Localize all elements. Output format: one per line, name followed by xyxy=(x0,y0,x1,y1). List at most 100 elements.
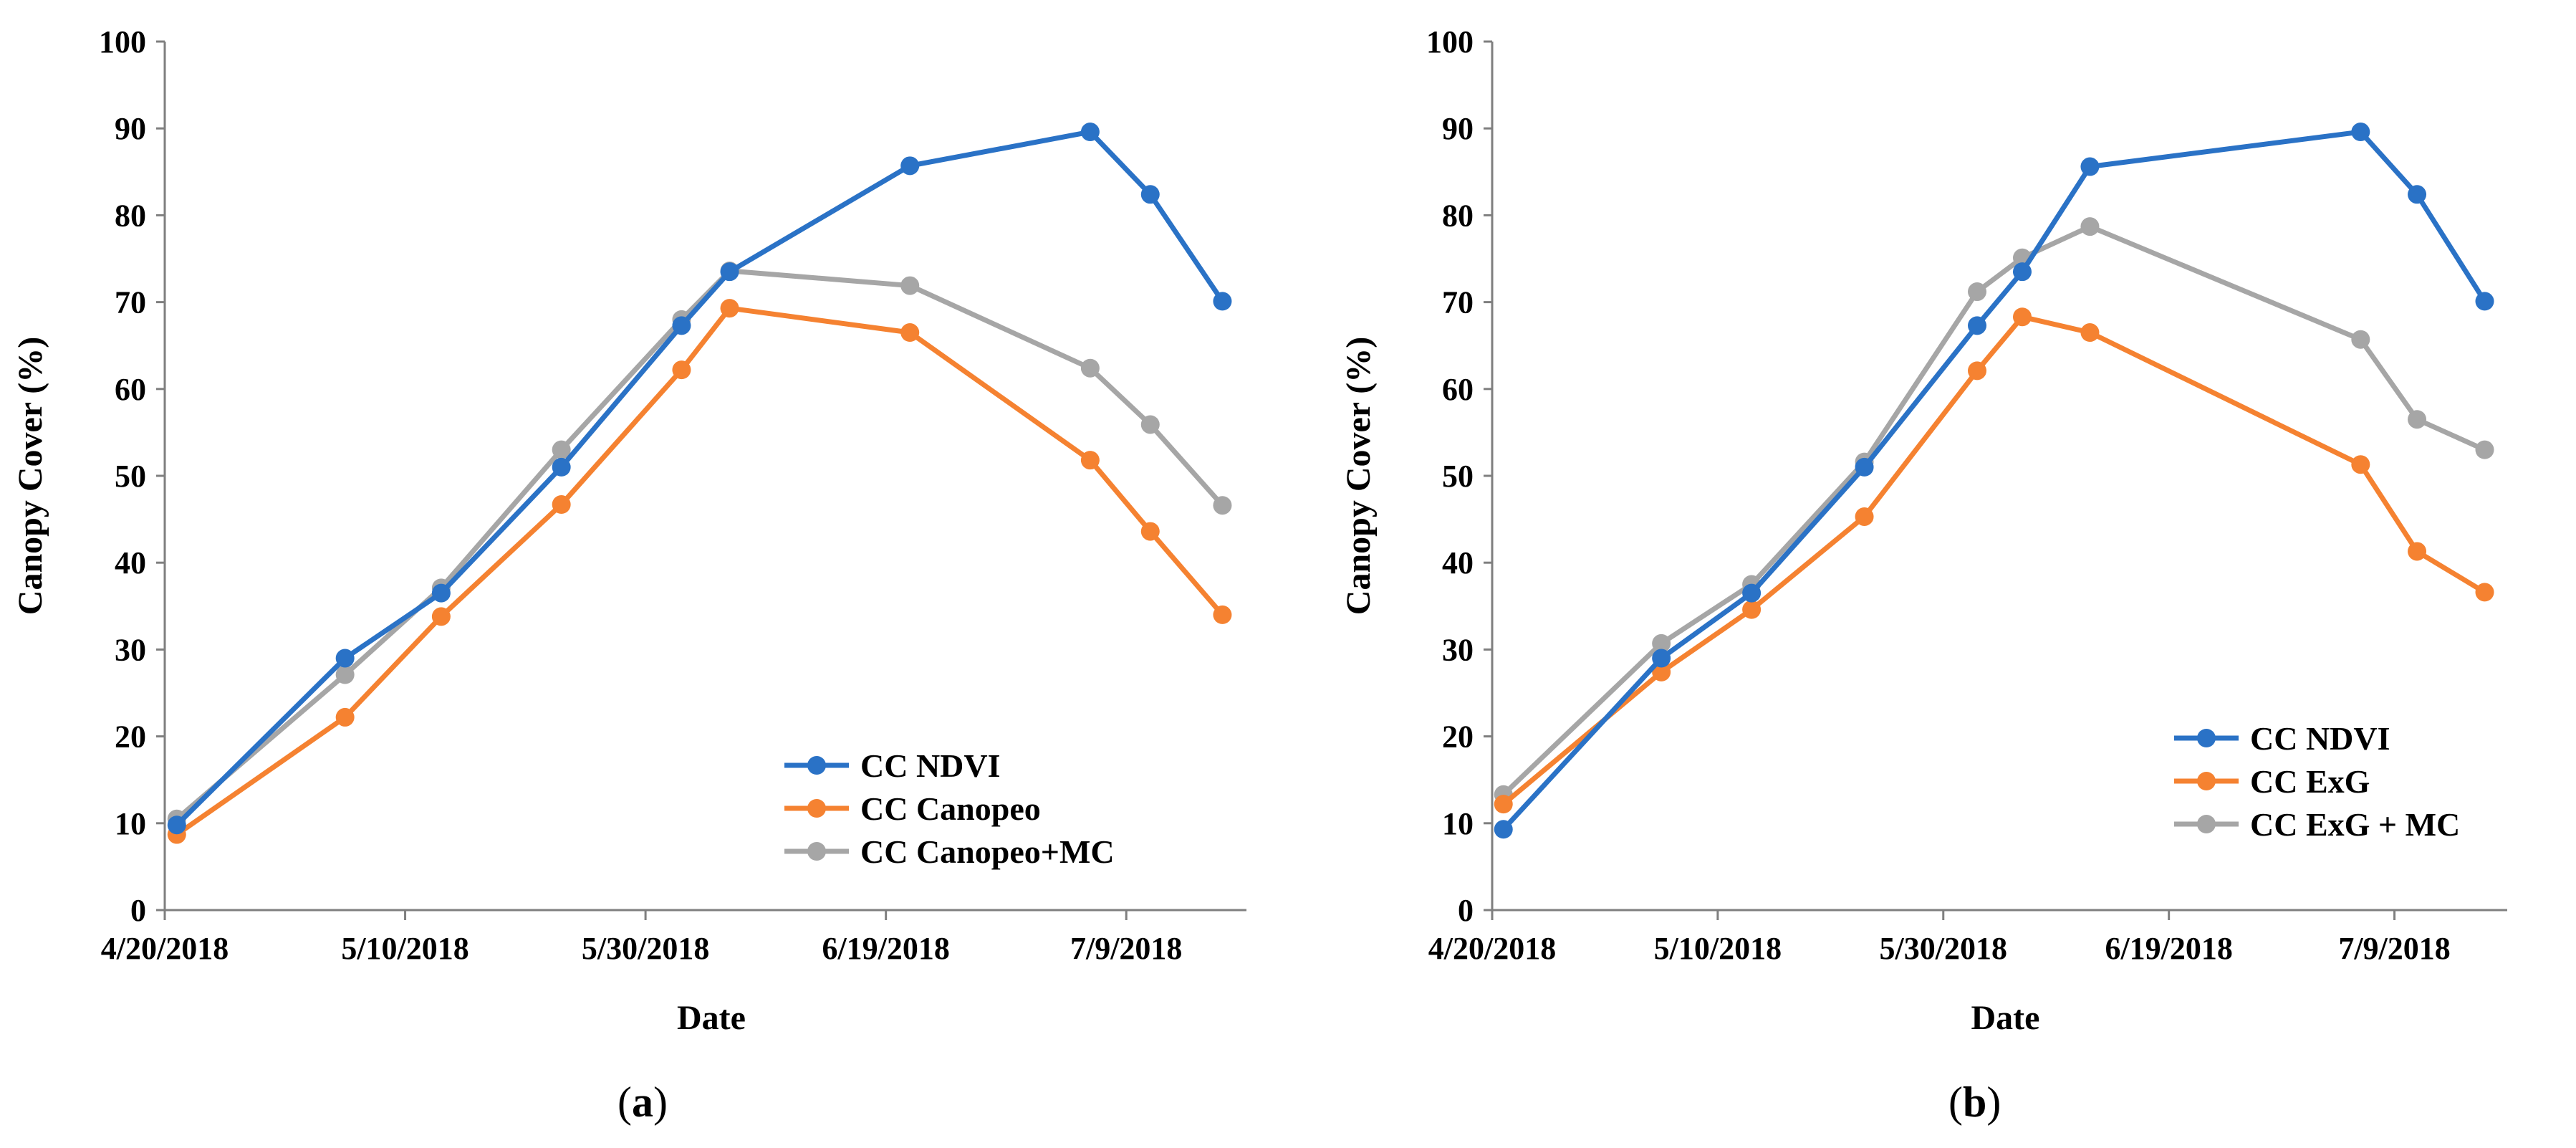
panel-label-open: ( xyxy=(617,1078,632,1126)
data-point xyxy=(1140,415,1160,434)
y-tick-label: 0 xyxy=(1458,893,1474,928)
data-point xyxy=(2408,410,2427,429)
y-tick-label: 70 xyxy=(115,285,146,320)
data-point xyxy=(1080,123,1100,142)
data-point xyxy=(672,316,691,335)
x-tick-label: 5/10/2018 xyxy=(341,931,468,966)
legend-marker xyxy=(2197,729,2216,747)
legend-label: CC ExG + MC xyxy=(2250,806,2460,843)
data-point xyxy=(2351,330,2370,349)
data-point xyxy=(552,440,571,459)
data-point xyxy=(1080,451,1100,470)
panel-label-letter: a xyxy=(632,1078,653,1126)
data-point xyxy=(2408,185,2427,204)
chart-panel-b: 0 10 20 30 40 50 60 70 80 90 100 4/20/2018 5/10/2018… xyxy=(1340,24,2507,1126)
legend-marker xyxy=(807,842,826,861)
data-point xyxy=(672,360,691,380)
data-point xyxy=(2080,157,2100,176)
panel-label-letter: b xyxy=(1963,1078,1986,1126)
y-tick-label: 10 xyxy=(115,806,146,841)
x-tick-label: 6/19/2018 xyxy=(2105,931,2232,966)
x-tick-label: 5/30/2018 xyxy=(582,931,709,966)
legend-label: CC Canopeo+MC xyxy=(860,833,1115,870)
data-point xyxy=(431,607,451,626)
y-tick-label: 100 xyxy=(99,24,146,59)
data-point xyxy=(900,276,920,295)
legend-label: CC Canopeo xyxy=(860,790,1041,827)
y-tick-label: 0 xyxy=(130,893,146,928)
y-axis-title: Canopy Cover (%) xyxy=(1340,337,1378,615)
data-point xyxy=(552,457,571,477)
legend-marker xyxy=(807,799,826,818)
x-tick-label: 7/9/2018 xyxy=(2338,931,2450,966)
data-point xyxy=(1652,633,1671,653)
y-tick-label: 30 xyxy=(115,632,146,667)
chart-panel-a: 0 10 20 30 40 50 60 70 80 90 100 4/20/2018 5/10/2018… xyxy=(11,24,1246,1126)
y-axis-title: Canopy Cover (%) xyxy=(11,337,49,615)
series-cc-ndvi xyxy=(167,123,1232,835)
y-tick-label: 40 xyxy=(1442,545,1474,580)
y-tick-label: 60 xyxy=(1442,372,1474,407)
y-tick-label: 100 xyxy=(1426,24,1474,59)
y-tick-label: 60 xyxy=(115,372,146,407)
data-point xyxy=(1968,361,1987,381)
y-tick-label: 90 xyxy=(1442,111,1474,146)
series-line xyxy=(1501,129,2487,831)
data-point xyxy=(2080,217,2100,236)
x-tick-label: 7/9/2018 xyxy=(1070,931,1182,966)
x-tick-label: 4/20/2018 xyxy=(101,931,229,966)
data-point xyxy=(900,323,920,343)
legend-label: CC ExG xyxy=(2250,763,2370,800)
y-tick-label: 40 xyxy=(115,545,146,580)
panel-label-open: ( xyxy=(1948,1078,1963,1126)
data-point xyxy=(720,262,739,282)
y-tick-label: 80 xyxy=(1442,198,1474,233)
x-axis-title: Date xyxy=(677,999,746,1037)
y-tick-label: 90 xyxy=(115,111,146,146)
data-point xyxy=(2012,262,2032,282)
data-point xyxy=(1968,282,1987,302)
series-line xyxy=(175,305,1225,837)
data-point xyxy=(2351,123,2370,142)
data-point xyxy=(2475,583,2494,602)
data-point xyxy=(1494,795,1513,814)
y-tick-label: 50 xyxy=(1442,459,1474,494)
series-cc-ndvi xyxy=(1494,123,2494,839)
data-point xyxy=(552,494,571,514)
data-point xyxy=(1213,605,1232,624)
data-point xyxy=(2080,323,2100,343)
data-point xyxy=(1855,457,1874,477)
data-point xyxy=(1080,358,1100,378)
y-tick-label: 70 xyxy=(1442,285,1474,320)
data-point xyxy=(1494,820,1513,839)
y-tick-label: 20 xyxy=(115,719,146,755)
data-point xyxy=(1140,522,1160,541)
x-axis-title: Date xyxy=(1971,999,2040,1037)
data-point xyxy=(167,815,186,835)
data-point xyxy=(1213,292,1232,311)
data-point xyxy=(1652,649,1671,668)
data-point xyxy=(1855,507,1874,526)
data-point xyxy=(335,649,355,668)
data-point xyxy=(2351,455,2370,474)
data-point xyxy=(335,665,355,684)
x-tick-label: 6/19/2018 xyxy=(822,931,949,966)
legend-marker xyxy=(2197,815,2216,833)
series-cc-exg xyxy=(1494,307,2494,814)
y-tick-label: 50 xyxy=(115,459,146,494)
data-point xyxy=(431,583,451,603)
data-point xyxy=(2475,440,2494,459)
legend: CC NDVI CC Canopeo CC Canopeo+MC xyxy=(784,747,1115,870)
y-tick-label: 80 xyxy=(115,198,146,233)
data-point xyxy=(1742,583,1762,603)
y-tick-label: 10 xyxy=(1442,806,1474,841)
data-point xyxy=(1140,185,1160,204)
y-tick-label: 20 xyxy=(1442,719,1474,755)
series-line xyxy=(1501,314,2486,806)
panel-label: (b) xyxy=(1948,1078,2001,1126)
x-tick-label: 4/20/2018 xyxy=(1428,931,1556,966)
data-point xyxy=(335,707,355,727)
data-point xyxy=(1968,316,1987,335)
data-point xyxy=(1742,600,1762,619)
